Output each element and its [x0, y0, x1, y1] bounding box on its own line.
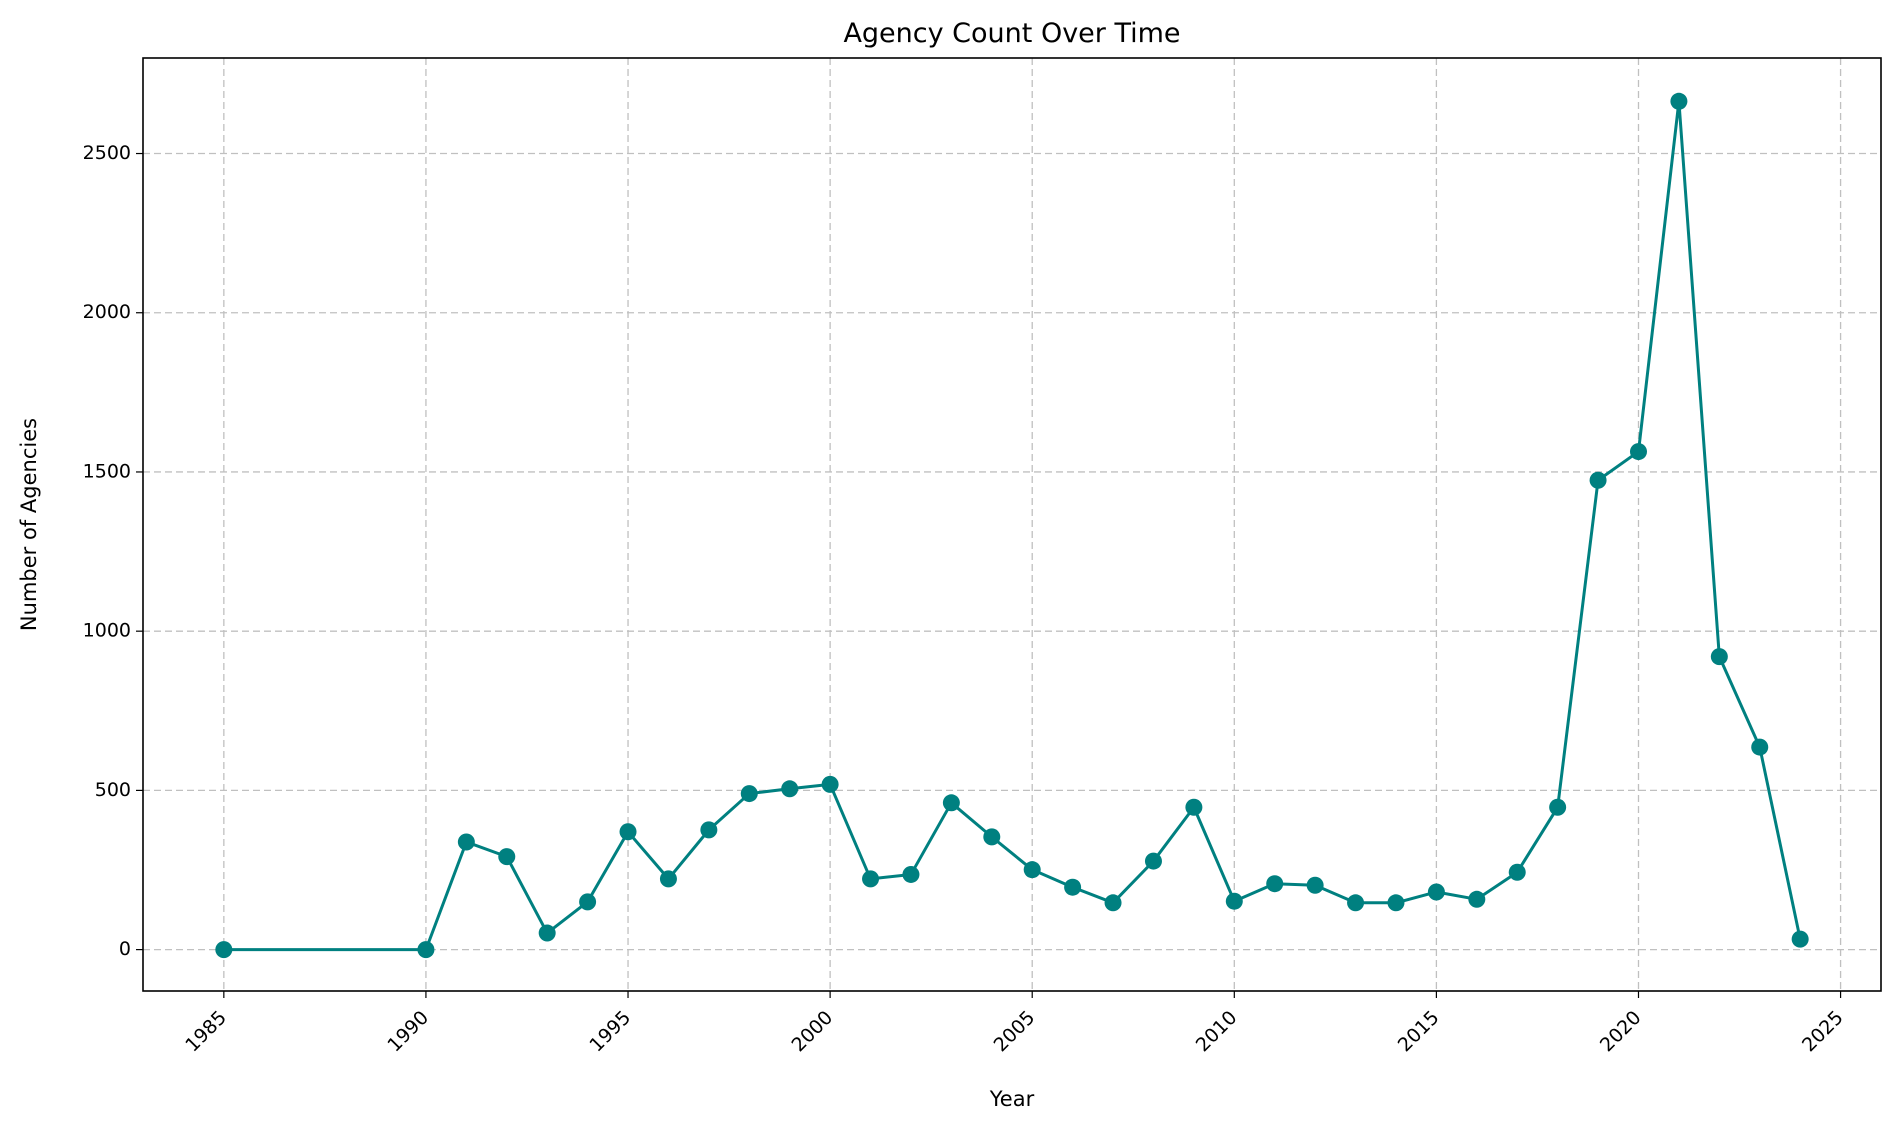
data-point — [1144, 852, 1162, 870]
data-point — [215, 941, 233, 959]
data-point — [538, 924, 556, 942]
data-point — [1427, 883, 1445, 901]
data-point — [417, 941, 435, 959]
data-point — [1185, 798, 1203, 816]
y-tick-label: 1000 — [83, 620, 131, 642]
data-point — [457, 833, 475, 851]
data-point — [1751, 738, 1769, 756]
y-tick-label: 2500 — [83, 142, 131, 164]
data-point — [1508, 863, 1526, 881]
y-tick-label: 1500 — [83, 460, 131, 482]
plot-frame — [142, 57, 1882, 992]
data-point — [1387, 894, 1405, 912]
y-tick-label: 0 — [119, 938, 131, 960]
data-point — [579, 893, 597, 911]
data-point — [1670, 92, 1688, 110]
data-point — [1791, 930, 1809, 948]
data-point — [1347, 894, 1365, 912]
data-point — [498, 848, 516, 866]
y-axis-label: Number of Agencies — [17, 418, 41, 631]
data-point — [983, 828, 1001, 846]
data-point — [1266, 875, 1284, 893]
data-point — [619, 823, 637, 841]
data-point — [740, 785, 758, 803]
x-axis-label: Year — [989, 1087, 1035, 1111]
data-point — [1104, 894, 1122, 912]
data-point — [1589, 471, 1607, 489]
data-point — [700, 821, 718, 839]
data-point — [1064, 878, 1082, 896]
data-point — [821, 775, 839, 793]
data-point — [1306, 876, 1324, 894]
data-point — [1549, 798, 1567, 816]
data-point — [1710, 648, 1728, 666]
data-point — [1225, 892, 1243, 910]
data-point — [1629, 443, 1647, 461]
series-agency-count — [215, 92, 1809, 959]
series-line — [223, 99, 1802, 952]
data-point — [862, 870, 880, 888]
data-point — [659, 870, 677, 888]
chart-title: Agency Count Over Time — [843, 18, 1180, 49]
data-point — [902, 865, 920, 883]
y-tick-label: 500 — [95, 779, 131, 801]
data-point — [1023, 861, 1041, 879]
data-point — [942, 794, 960, 812]
data-point — [781, 780, 799, 798]
y-tick-label: 2000 — [83, 301, 131, 323]
data-point — [1468, 890, 1486, 908]
